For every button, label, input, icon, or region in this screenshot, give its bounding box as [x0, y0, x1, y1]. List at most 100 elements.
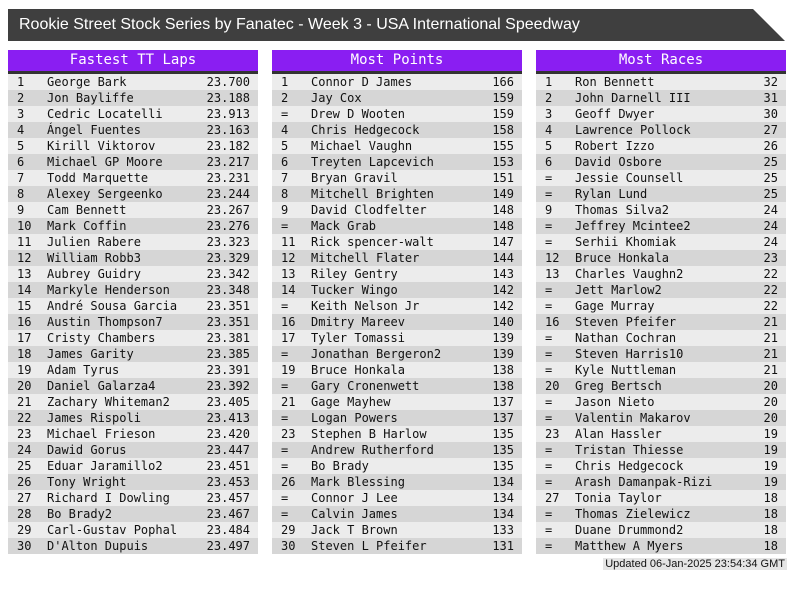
value-cell: 24 — [763, 219, 778, 233]
name-cell: Kyle Nuttleman — [575, 363, 677, 377]
name-cell: Daniel Galarza4 — [47, 379, 156, 393]
table-row: = Jessie Counsell 25 — [536, 170, 786, 186]
value-cell: 23.188 — [206, 91, 250, 105]
table-row: 28 Bo Brady2 23.467 — [8, 506, 258, 522]
table-row: = Jeffrey Mcintee2 24 — [536, 218, 786, 234]
rank-cell: 11 — [17, 235, 32, 249]
name-cell: Bruce Honkala — [311, 363, 405, 377]
rank-cell: = — [545, 411, 553, 425]
rank-cell: = — [281, 507, 289, 521]
rank-cell: 9 — [17, 203, 25, 217]
table-row: = Jason Nieto 20 — [536, 394, 786, 410]
rank-cell: = — [545, 539, 553, 553]
table-row: 17 Tyler Tomassi 139 — [272, 330, 522, 346]
rank-cell: 6 — [281, 155, 289, 169]
name-cell: Alexey Sergeenko — [47, 187, 163, 201]
table-row: 25 Eduar Jaramillo2 23.451 — [8, 458, 258, 474]
table-row: 13 Aubrey Guidry 23.342 — [8, 266, 258, 282]
rank-cell: 1 — [281, 75, 289, 89]
table-row: = Thomas Zielewicz 18 — [536, 506, 786, 522]
value-cell: 23.342 — [206, 267, 250, 281]
value-cell: 23.451 — [206, 459, 250, 473]
table-row: = Kyle Nuttleman 21 — [536, 362, 786, 378]
table-row: = Connor J Lee 134 — [272, 490, 522, 506]
rank-cell: = — [545, 443, 553, 457]
value-cell: 23.231 — [206, 171, 250, 185]
value-cell: 23.453 — [206, 475, 250, 489]
value-cell: 148 — [492, 203, 514, 217]
table-row: 14 Tucker Wingo 142 — [272, 282, 522, 298]
name-cell: Alan Hassler — [575, 427, 662, 441]
table-row: 24 Dawid Gorus 23.447 — [8, 442, 258, 458]
rank-cell: 30 — [281, 539, 296, 553]
value-cell: 18 — [763, 523, 778, 537]
rank-cell: 12 — [17, 251, 32, 265]
name-cell: Bo Brady — [311, 459, 369, 473]
value-cell: 137 — [492, 411, 514, 425]
name-cell: Bo Brady2 — [47, 507, 113, 521]
table-row: 26 Mark Blessing 134 — [272, 474, 522, 490]
rank-cell: 28 — [17, 507, 32, 521]
name-cell: Lawrence Pollock — [575, 123, 691, 137]
value-cell: 158 — [492, 123, 514, 137]
name-cell: Duane Drummond2 — [575, 523, 684, 537]
name-cell: Jeffrey Mcintee2 — [575, 219, 691, 233]
table-row: 11 Julien Rabere 23.323 — [8, 234, 258, 250]
rank-cell: = — [545, 363, 553, 377]
rank-cell: = — [545, 459, 553, 473]
name-cell: D'Alton Dupuis — [47, 539, 149, 553]
value-cell: 144 — [492, 251, 514, 265]
rank-cell: = — [281, 491, 289, 505]
value-cell: 23.391 — [206, 363, 250, 377]
rank-cell: = — [545, 331, 553, 345]
table-row: = Valentin Makarov 20 — [536, 410, 786, 426]
rank-cell: = — [545, 171, 553, 185]
rank-cell: 4 — [281, 123, 289, 137]
rank-cell: 11 — [281, 235, 296, 249]
name-cell: Michael Frieson — [47, 427, 156, 441]
name-cell: Ángel Fuentes — [47, 123, 141, 137]
name-cell: Jon Bayliffe — [47, 91, 134, 105]
name-cell: Mitchell Brighten — [311, 187, 434, 201]
name-cell: John Darnell III — [575, 91, 691, 105]
rank-cell: 2 — [545, 91, 553, 105]
rank-cell: 5 — [17, 139, 25, 153]
table-row: = Logan Powers 137 — [272, 410, 522, 426]
name-cell: Mark Coffin — [47, 219, 127, 233]
table-row: 14 Markyle Henderson 23.348 — [8, 282, 258, 298]
rank-cell: = — [281, 219, 289, 233]
value-cell: 133 — [492, 523, 514, 537]
name-cell: Tonia Taylor — [575, 491, 662, 505]
table-row: 20 Daniel Galarza4 23.392 — [8, 378, 258, 394]
value-cell: 24 — [763, 235, 778, 249]
rank-cell: 4 — [17, 123, 25, 137]
rank-cell: 30 — [17, 539, 32, 553]
rank-cell: 3 — [545, 107, 553, 121]
table-row: 9 David Clodfelter 148 — [272, 202, 522, 218]
rank-cell: = — [545, 395, 553, 409]
name-cell: Thomas Silva2 — [575, 203, 669, 217]
name-cell: Cam Bennett — [47, 203, 127, 217]
rank-cell: 2 — [17, 91, 25, 105]
table-row: 4 Ángel Fuentes 23.163 — [8, 122, 258, 138]
table-row: 6 Michael GP Moore 23.217 — [8, 154, 258, 170]
value-cell: 24 — [763, 203, 778, 217]
table-row: 11 Rick spencer-walt 147 — [272, 234, 522, 250]
rank-cell: 15 — [17, 299, 32, 313]
name-cell: Ron Bennett — [575, 75, 655, 89]
value-cell: 159 — [492, 107, 514, 121]
value-cell: 142 — [492, 283, 514, 297]
table-row: 1 George Bark 23.700 — [8, 74, 258, 90]
value-cell: 23.351 — [206, 299, 250, 313]
table-row: 7 Bryan Gravil 151 — [272, 170, 522, 186]
value-cell: 21 — [763, 347, 778, 361]
name-cell: Carl-Gustav Pophal — [47, 523, 178, 537]
table-row: = Keith Nelson Jr 142 — [272, 298, 522, 314]
leaderboard-header-most-races: Most Races — [536, 50, 786, 74]
name-cell: Gage Murray — [575, 299, 655, 313]
name-cell: Rick spencer-walt — [311, 235, 434, 249]
value-cell: 18 — [763, 491, 778, 505]
value-cell: 23.420 — [206, 427, 250, 441]
table-row: 23 Michael Frieson 23.420 — [8, 426, 258, 442]
rank-cell: = — [545, 475, 553, 489]
